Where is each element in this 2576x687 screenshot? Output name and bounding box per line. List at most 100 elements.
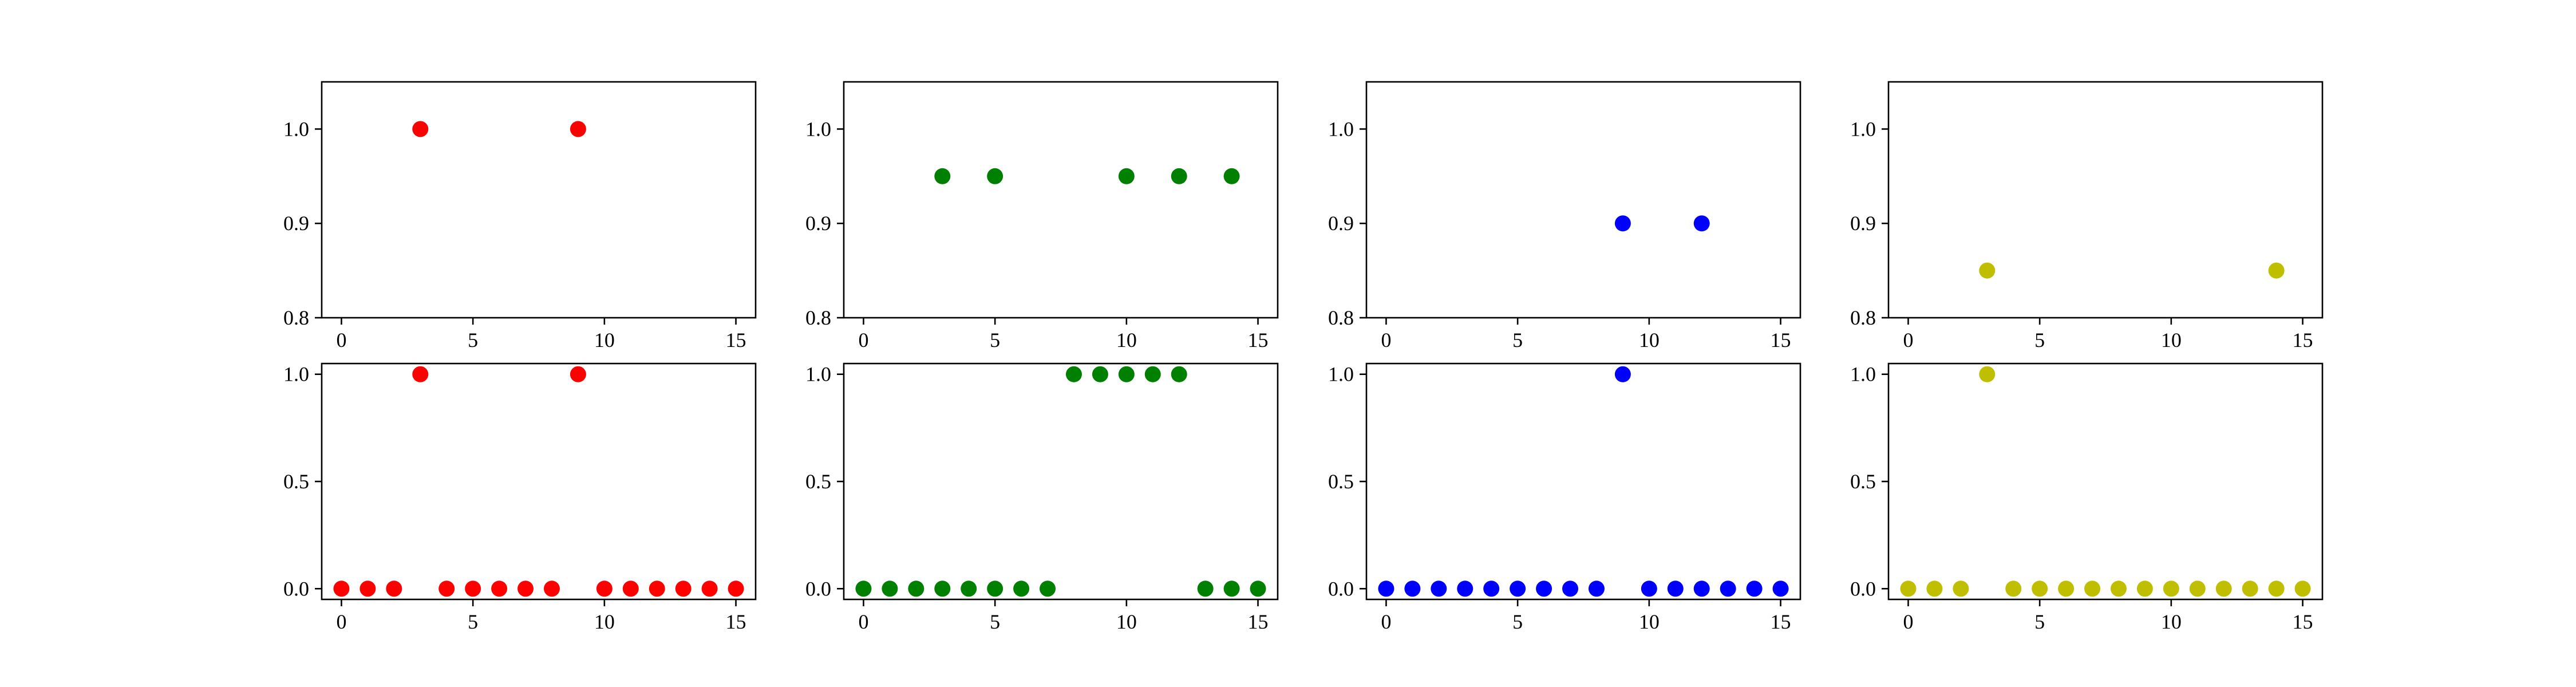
axes-frame — [1365, 81, 1801, 319]
data-point — [622, 581, 639, 597]
axes-frame — [1365, 362, 1801, 601]
x-tick-label: 0 — [858, 329, 868, 352]
data-point — [1953, 581, 1969, 597]
y-tick-label: 1.0 — [805, 363, 831, 386]
data-point — [491, 581, 508, 597]
data-point — [1926, 581, 1943, 597]
data-point — [1144, 366, 1161, 382]
x-tick-label: 5 — [468, 610, 478, 633]
y-tick-label: 0.8 — [1328, 306, 1354, 329]
data-point — [412, 121, 429, 137]
data-point — [649, 581, 665, 597]
y-tick-label: 1.0 — [283, 117, 309, 140]
data-point — [1250, 581, 1266, 597]
y-tick-label: 1.0 — [1328, 117, 1354, 140]
subplot-3: 0 5 10 15 0.8 0.9 1.0 — [1328, 81, 1801, 352]
axes-frame — [1887, 362, 2324, 601]
data-point — [1118, 366, 1135, 382]
data-point — [2136, 581, 2153, 597]
data-point — [2005, 581, 2022, 597]
data-point — [2032, 581, 2048, 597]
data-point — [1693, 215, 1710, 232]
data-point — [1171, 168, 1187, 184]
x-tick-label: 10 — [1639, 329, 1660, 352]
y-tick-label: 0.5 — [283, 470, 309, 493]
x-tick-label: 10 — [1116, 610, 1137, 633]
data-point — [1900, 581, 1917, 597]
x-tick-label: 10 — [594, 610, 615, 633]
data-point — [570, 366, 586, 382]
data-point — [1171, 366, 1187, 382]
y-tick-label: 1.0 — [805, 117, 831, 140]
x-tick-label: 15 — [1248, 610, 1269, 633]
data-point — [1614, 366, 1631, 382]
data-point — [2163, 581, 2179, 597]
x-tick-label: 10 — [2161, 329, 2182, 352]
y-tick-label: 0.9 — [1328, 212, 1354, 235]
y-tick-label: 0.0 — [283, 577, 309, 600]
data-point — [1040, 581, 1056, 597]
x-tick-label: 5 — [990, 329, 1000, 352]
y-tick-label: 0.0 — [1850, 577, 1876, 600]
y-tick-label: 0.5 — [1850, 470, 1876, 493]
data-point — [359, 581, 376, 597]
y-tick-label: 0.9 — [283, 212, 309, 235]
data-point — [412, 366, 429, 382]
subplot-4: 0 5 10 15 0.8 0.9 1.0 — [1850, 81, 2324, 352]
data-point — [1510, 581, 1526, 597]
x-tick-label: 10 — [594, 329, 615, 352]
data-point — [1667, 581, 1684, 597]
subplot-2: 0 5 10 15 0.8 0.9 1.0 — [805, 81, 1279, 352]
x-tick-label: 0 — [1381, 610, 1391, 633]
y-tick-label: 1.0 — [283, 363, 309, 386]
data-point — [1979, 366, 1996, 382]
data-point — [908, 581, 924, 597]
x-tick-label: 15 — [1771, 329, 1791, 352]
axes-frame — [843, 362, 1279, 601]
x-tick-label: 15 — [2293, 329, 2313, 352]
data-point — [2084, 581, 2101, 597]
x-tick-label: 10 — [2161, 610, 2182, 633]
data-point — [596, 581, 613, 597]
y-tick-label: 0.8 — [1850, 306, 1876, 329]
data-point — [2294, 581, 2311, 597]
x-tick-label: 15 — [1771, 610, 1791, 633]
axes-frame — [321, 81, 757, 319]
x-tick-label: 0 — [1903, 610, 1913, 633]
data-point — [1378, 581, 1394, 597]
x-tick-label: 5 — [1512, 610, 1523, 633]
data-point — [961, 581, 977, 597]
y-tick-label: 0.9 — [1850, 212, 1876, 235]
x-tick-label: 15 — [2293, 610, 2313, 633]
data-point — [2215, 581, 2232, 597]
data-point — [1197, 581, 1214, 597]
data-point — [1065, 366, 1082, 382]
x-tick-label: 5 — [2034, 610, 2045, 633]
y-tick-label: 0.5 — [805, 470, 831, 493]
data-point — [2058, 581, 2075, 597]
y-tick-label: 1.0 — [1850, 363, 1876, 386]
data-point — [1693, 581, 1710, 597]
data-point — [1588, 581, 1605, 597]
data-point — [2189, 581, 2206, 597]
data-point — [1641, 581, 1657, 597]
data-point — [2268, 581, 2285, 597]
x-tick-label: 0 — [1381, 329, 1391, 352]
data-point — [1979, 262, 1996, 279]
x-tick-label: 5 — [990, 610, 1000, 633]
data-point — [1118, 168, 1135, 184]
x-tick-label: 15 — [726, 329, 746, 352]
data-point — [855, 581, 872, 597]
data-point — [701, 581, 718, 597]
data-point — [2268, 262, 2285, 279]
y-tick-label: 0.0 — [805, 577, 831, 600]
data-point — [2110, 581, 2127, 597]
x-tick-label: 5 — [2034, 329, 2045, 352]
data-point — [1562, 581, 1579, 597]
data-point — [386, 581, 402, 597]
x-tick-label: 15 — [1248, 329, 1269, 352]
subplot-8: 0 5 10 15 0.0 0.5 1.0 — [1850, 362, 2324, 633]
data-point — [987, 168, 1003, 184]
x-tick-label: 10 — [1116, 329, 1137, 352]
subplot-1: 0 5 10 15 0.8 0.9 1.0 — [283, 81, 757, 352]
